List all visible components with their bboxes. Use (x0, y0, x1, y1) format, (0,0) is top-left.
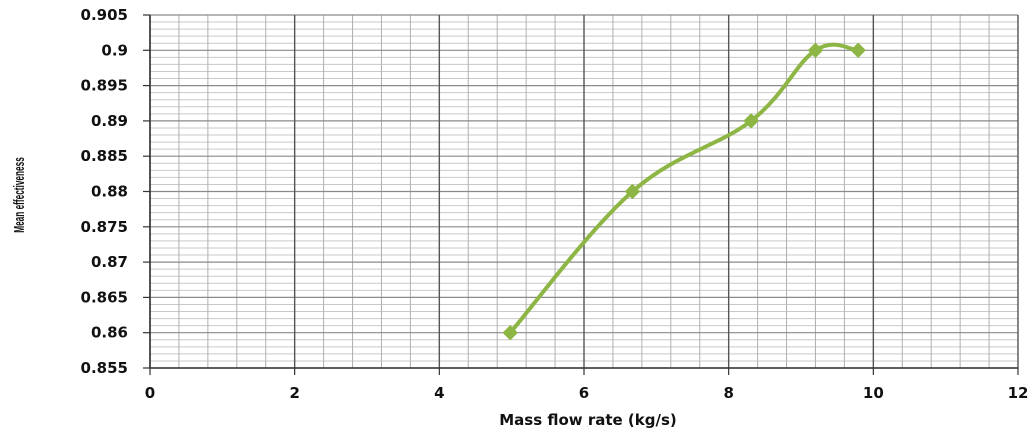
x-tick-label: 10 (863, 384, 884, 402)
y-tick-label: 0.9 (101, 41, 128, 59)
y-tick-label: 0.895 (81, 77, 128, 95)
y-tick-label: 0.87 (91, 253, 128, 271)
data-point-marker (850, 42, 866, 59)
y-tick-label: 0.905 (81, 6, 128, 24)
series (502, 42, 866, 341)
grid (149, 14, 1019, 369)
y-axis-title: Mean effectiveness (10, 157, 27, 233)
x-tick-label: 12 (1008, 384, 1029, 402)
y-tick-label: 0.865 (81, 288, 128, 306)
y-tick-label: 0.88 (91, 183, 128, 201)
data-point-marker (743, 113, 759, 129)
x-tick-label: 2 (289, 384, 299, 402)
y-tick-label: 0.86 (91, 324, 128, 342)
y-tick-label: 0.885 (81, 147, 128, 165)
x-tick-label: 6 (579, 384, 589, 402)
axes (143, 14, 1019, 375)
y-tick-label: 0.875 (81, 218, 128, 236)
data-point-marker (502, 324, 518, 341)
labels: 0.855 0.86 0.865 0.87 0.875 0.88 0.885 0.89 0.89… (81, 6, 1029, 402)
data-point-marker (807, 42, 824, 59)
x-tick-label: 4 (434, 384, 444, 402)
x-tick-label: 0 (145, 384, 155, 402)
data-point-marker (624, 183, 641, 200)
x-tick-label: 8 (723, 384, 733, 402)
y-tick-label: 0.89 (91, 112, 128, 130)
x-axis-title: Mass flow rate (kg/s) (499, 411, 677, 429)
y-tick-label: 0.855 (81, 359, 128, 377)
